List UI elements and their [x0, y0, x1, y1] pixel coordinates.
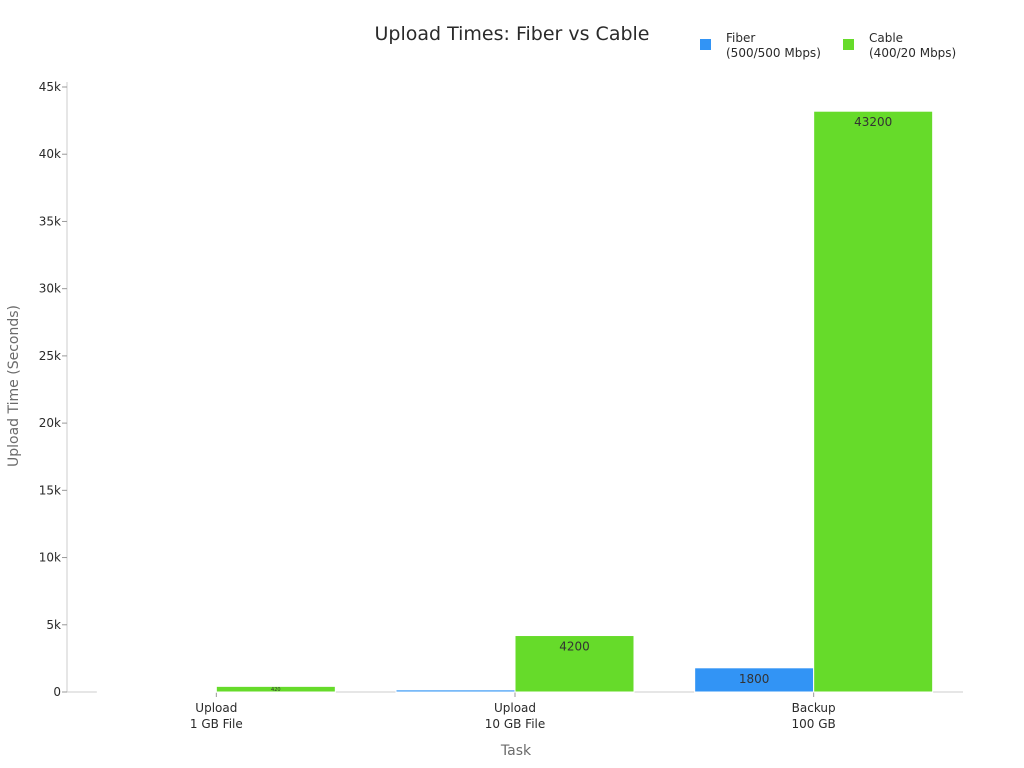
x-tick-label: Backup 100 GB [792, 701, 836, 731]
bar-fiber-2 [694, 667, 815, 693]
y-tick-label: 10k [39, 551, 61, 565]
bars [96, 110, 934, 693]
y-axis: 0 5k 10k 15k 20k 25k 30k 35k 40k 45k [39, 80, 68, 699]
chart-title: Upload Times: Fiber vs Cable [375, 23, 650, 45]
bar-value-label: 420 [271, 687, 281, 693]
bar-value-label: 43200 [854, 115, 892, 129]
bar-cable-1 [514, 635, 635, 693]
legend-label-cable: Cable (400/20 Mbps) [869, 31, 956, 60]
x-tick-label: Upload 10 GB File [485, 701, 546, 731]
bar-cable-2 [813, 110, 934, 693]
bar-value-label: 1800 [739, 672, 770, 686]
y-tick-label: 25k [39, 349, 61, 363]
legend: Fiber (500/500 Mbps) Cable (400/20 Mbps) [700, 31, 956, 60]
bar-fiber-1 [395, 689, 516, 693]
y-tick-label: 30k [39, 282, 61, 296]
bar-value-label: 4200 [559, 640, 590, 654]
y-tick-label: 0 [53, 685, 61, 699]
x-tick-label: Upload 1 GB File [190, 701, 243, 731]
bar-fiber-0 [96, 691, 217, 693]
y-tick-label: 45k [39, 80, 61, 94]
bar-cable-0 [215, 685, 336, 693]
y-axis-title: Upload Time (Seconds) [6, 305, 22, 467]
bar-labels: 1800 420 4200 43200 [271, 115, 892, 693]
y-tick-label: 40k [39, 147, 61, 161]
legend-swatch-fiber [700, 39, 711, 50]
y-tick-label: 20k [39, 416, 61, 430]
y-tick-label: 5k [46, 618, 61, 632]
x-axis-title: Task [500, 743, 532, 759]
legend-label-fiber: Fiber (500/500 Mbps) [726, 31, 821, 60]
y-tick-label: 35k [39, 214, 61, 228]
y-tick-label: 15k [39, 483, 61, 497]
x-axis: Upload 1 GB File Upload 10 GB File Backup 100… [67, 691, 963, 731]
legend-swatch-cable [843, 39, 854, 50]
